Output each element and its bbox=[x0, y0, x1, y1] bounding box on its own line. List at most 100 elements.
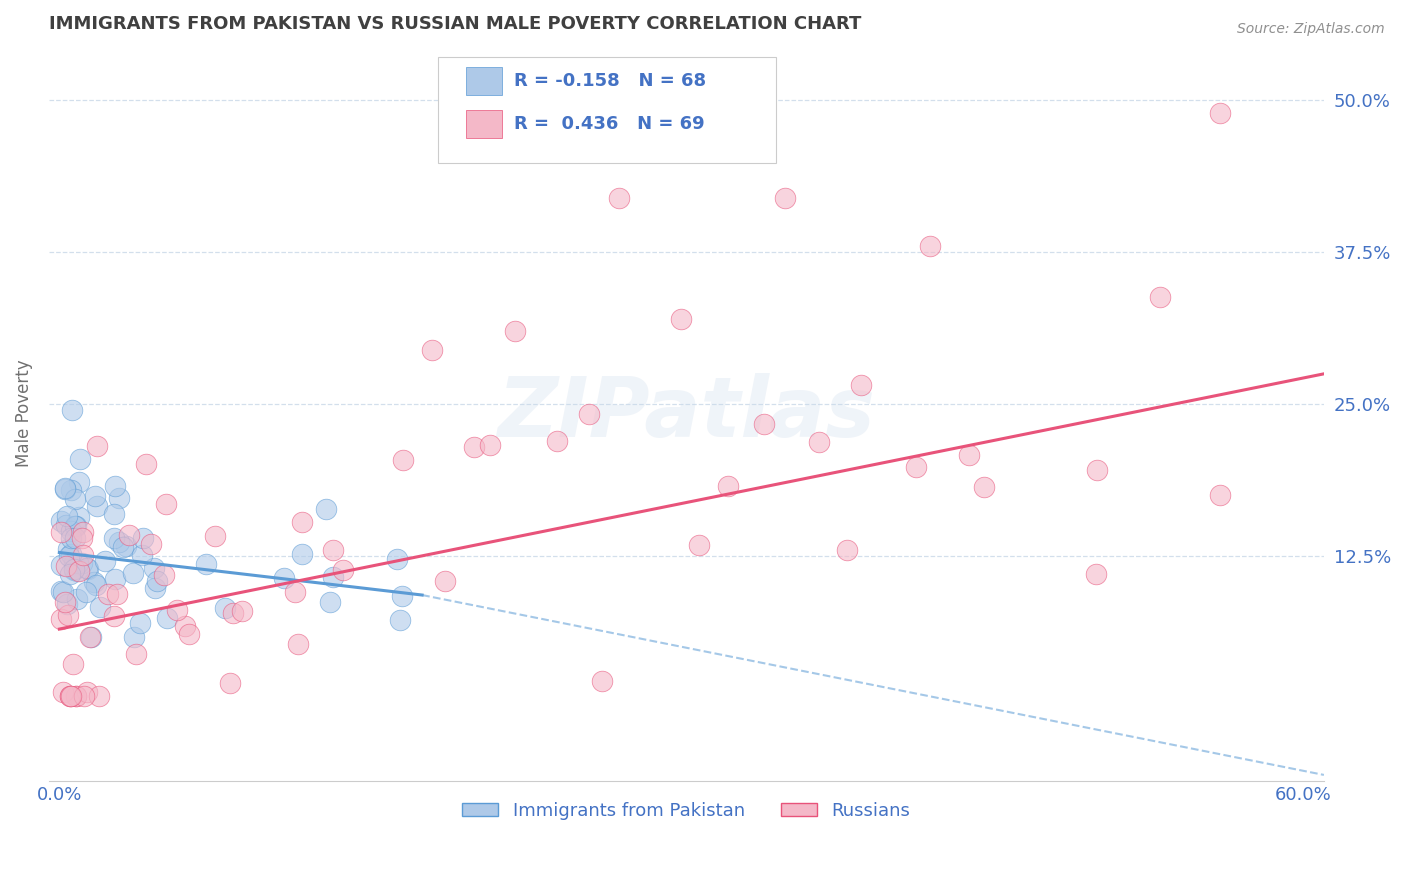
Point bbox=[104, 479, 127, 493]
Point bbox=[104, 572, 127, 586]
Text: ZIPatlas: ZIPatlas bbox=[498, 373, 876, 454]
Point bbox=[143, 581, 166, 595]
Point bbox=[391, 589, 413, 603]
Point bbox=[284, 585, 307, 599]
Point bbox=[117, 528, 139, 542]
Point bbox=[807, 435, 830, 450]
Point bbox=[75, 585, 97, 599]
Point bbox=[66, 556, 89, 570]
Point bbox=[76, 561, 98, 575]
Point bbox=[56, 597, 79, 611]
Point bbox=[385, 552, 408, 566]
Point bbox=[115, 539, 138, 553]
Point bbox=[273, 571, 295, 585]
Point bbox=[59, 547, 82, 561]
Point bbox=[287, 637, 309, 651]
Point bbox=[1085, 462, 1108, 476]
Point bbox=[65, 592, 87, 607]
Point bbox=[63, 557, 86, 571]
Point bbox=[194, 557, 217, 571]
Point bbox=[79, 631, 101, 645]
Point bbox=[70, 557, 93, 571]
Point bbox=[905, 460, 928, 475]
Point bbox=[505, 324, 527, 338]
Point bbox=[93, 554, 115, 568]
Bar bbox=[465, 110, 502, 137]
Point bbox=[179, 626, 201, 640]
Point bbox=[59, 689, 82, 703]
Point bbox=[56, 509, 79, 524]
Text: R =  0.436   N = 69: R = 0.436 N = 69 bbox=[515, 114, 704, 133]
Legend: Immigrants from Pakistan, Russians: Immigrants from Pakistan, Russians bbox=[456, 795, 918, 827]
Point bbox=[103, 609, 125, 624]
Point bbox=[55, 518, 77, 533]
Point bbox=[53, 481, 76, 495]
Point bbox=[56, 541, 79, 556]
Text: Source: ZipAtlas.com: Source: ZipAtlas.com bbox=[1237, 22, 1385, 37]
Point bbox=[112, 541, 135, 555]
Point bbox=[59, 689, 82, 703]
Bar bbox=[465, 67, 502, 95]
Point bbox=[578, 407, 600, 421]
Point bbox=[231, 604, 253, 618]
Point bbox=[122, 630, 145, 644]
Point bbox=[105, 587, 128, 601]
Point bbox=[65, 689, 87, 703]
Point bbox=[69, 451, 91, 466]
Point bbox=[60, 689, 83, 703]
Point bbox=[156, 610, 179, 624]
Point bbox=[59, 566, 82, 581]
Point bbox=[319, 595, 342, 609]
Point bbox=[131, 531, 153, 545]
Point bbox=[72, 525, 94, 540]
Point bbox=[76, 561, 98, 575]
Point bbox=[322, 570, 344, 584]
Point bbox=[155, 497, 177, 511]
Point bbox=[108, 491, 131, 506]
Point bbox=[73, 689, 96, 703]
Text: R = -0.158   N = 68: R = -0.158 N = 68 bbox=[515, 72, 706, 90]
Point bbox=[72, 548, 94, 562]
Point bbox=[80, 631, 103, 645]
Point bbox=[135, 457, 157, 471]
Point bbox=[60, 403, 83, 417]
Point bbox=[108, 534, 131, 549]
Point bbox=[84, 489, 107, 503]
Point bbox=[89, 600, 111, 615]
Point bbox=[63, 492, 86, 507]
Point bbox=[546, 434, 568, 448]
Point bbox=[86, 499, 108, 513]
Point bbox=[957, 448, 980, 462]
Point bbox=[131, 549, 153, 563]
Point bbox=[70, 531, 93, 545]
Point bbox=[67, 475, 90, 490]
Point bbox=[67, 509, 90, 524]
Point bbox=[103, 531, 125, 545]
Point bbox=[63, 562, 86, 576]
Point bbox=[434, 574, 457, 588]
Point bbox=[76, 685, 98, 699]
Point bbox=[62, 563, 84, 577]
Point bbox=[166, 602, 188, 616]
Point bbox=[51, 612, 73, 626]
Point bbox=[58, 607, 80, 622]
Point bbox=[422, 343, 444, 357]
Point bbox=[688, 538, 710, 552]
Point bbox=[51, 583, 73, 598]
Point bbox=[67, 564, 90, 578]
Point bbox=[152, 568, 174, 582]
Text: IMMIGRANTS FROM PAKISTAN VS RUSSIAN MALE POVERTY CORRELATION CHART: IMMIGRANTS FROM PAKISTAN VS RUSSIAN MALE… bbox=[49, 15, 862, 33]
Point bbox=[222, 606, 245, 620]
Point bbox=[63, 531, 86, 545]
Point bbox=[591, 674, 613, 689]
Point bbox=[59, 531, 82, 545]
Y-axis label: Male Poverty: Male Poverty bbox=[15, 359, 32, 467]
Point bbox=[97, 587, 120, 601]
Point bbox=[51, 515, 73, 529]
Point bbox=[835, 543, 858, 558]
Point bbox=[218, 676, 240, 690]
Point bbox=[65, 518, 87, 533]
Point bbox=[849, 377, 872, 392]
Point bbox=[103, 507, 125, 521]
Point bbox=[607, 191, 630, 205]
